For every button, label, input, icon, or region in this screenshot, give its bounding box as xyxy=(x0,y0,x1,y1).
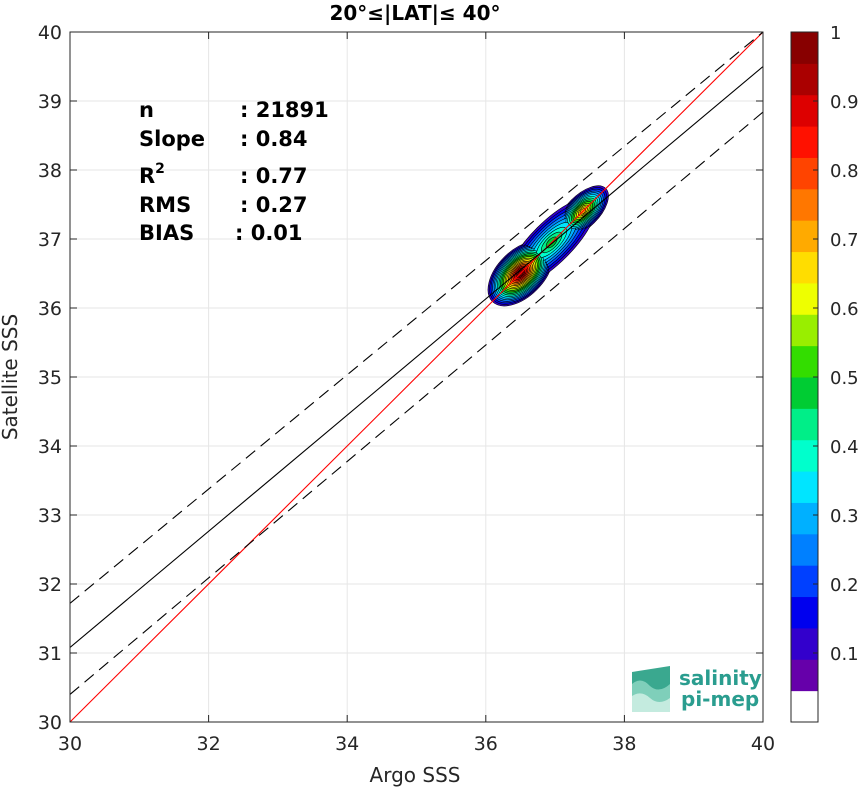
colorbar-segment xyxy=(791,690,818,723)
stat-value-rms: : 0.27 xyxy=(240,193,308,217)
colorbar-segment xyxy=(791,502,818,535)
stat-label-rms: RMS xyxy=(139,193,191,217)
colorbar xyxy=(791,32,818,723)
y-tick-label: 33 xyxy=(38,505,62,527)
colorbar-segment xyxy=(791,533,818,566)
colorbar-segment xyxy=(791,471,818,503)
colorbar-tick-label: 0.1 xyxy=(830,644,858,665)
colorbar-segment xyxy=(791,565,818,598)
y-tick-label: 31 xyxy=(38,643,62,665)
line-regression xyxy=(70,66,763,648)
y-tick-label: 35 xyxy=(38,367,62,389)
colorbar-segment xyxy=(791,596,818,629)
x-tick-label: 38 xyxy=(612,733,636,755)
colorbar-segment xyxy=(791,94,818,127)
x-tick-label: 32 xyxy=(197,733,221,755)
colorbar-segment xyxy=(791,188,818,221)
colorbar-segment xyxy=(791,63,818,96)
colorbar-segment xyxy=(791,377,818,409)
fit-lines xyxy=(70,32,763,722)
x-tick-label: 36 xyxy=(474,733,498,755)
stats-block: n : 21891 Slope : 0.84 R2 : 0.77 RMS : 0… xyxy=(139,98,329,245)
colorbar-ticks: 0.1 0.2 0.3 0.4 0.5 0.6 0.7 0.8 0.9 1 xyxy=(813,23,858,665)
stat-value-n: : 21891 xyxy=(240,98,329,122)
stat-label-r: R xyxy=(139,164,155,188)
colorbar-segment xyxy=(791,282,818,315)
colorbar-segment xyxy=(791,126,818,158)
colorbar-segment xyxy=(791,157,818,190)
y-tick-label: 38 xyxy=(38,160,62,182)
line-upper-bound xyxy=(70,32,763,604)
colorbar-segment xyxy=(791,627,818,660)
y-tick-label: 40 xyxy=(38,22,62,44)
colorbar-segment xyxy=(791,314,818,347)
chart-title: 20°≤|LAT|≤ 40° xyxy=(329,1,500,25)
colorbar-segment xyxy=(791,251,818,284)
y-tick-labels: 30 31 32 33 34 35 36 37 38 39 40 xyxy=(38,22,62,734)
colorbar-tick-label: 0.9 xyxy=(830,92,858,113)
colorbar-segment xyxy=(791,220,818,253)
salinity-pi-mep-logo: salinity pi-mep xyxy=(632,666,762,712)
logo-line2: pi-mep xyxy=(681,687,759,711)
colorbar-tick-label: 0.5 xyxy=(830,368,858,389)
colorbar-tick-label: 0.4 xyxy=(830,437,858,458)
logo-line1: salinity xyxy=(679,666,762,690)
colorbar-segment xyxy=(791,408,818,441)
x-tick-label: 30 xyxy=(58,733,82,755)
stat-label-bias: BIAS xyxy=(139,221,194,245)
colorbar-tick-label: 1 xyxy=(830,23,841,44)
y-tick-label: 30 xyxy=(38,712,62,734)
y-tick-label: 39 xyxy=(38,91,62,113)
colorbar-tick-label: 0.2 xyxy=(830,575,858,596)
axis-ticks xyxy=(69,31,764,723)
x-tick-label: 40 xyxy=(751,733,775,755)
colorbar-segment xyxy=(791,439,818,472)
colorbar-tick-label: 0.6 xyxy=(830,299,858,320)
colorbar-segment xyxy=(791,345,818,378)
logo-wave-icon-layer2 xyxy=(632,693,670,712)
stat-label-n: n xyxy=(139,98,154,122)
stat-value-slope: : 0.84 xyxy=(240,127,308,151)
y-axis-label: Satellite SSS xyxy=(0,314,22,440)
x-tick-labels: 30 32 34 36 38 40 xyxy=(58,733,775,755)
stat-value-r2: : 0.77 xyxy=(240,164,308,188)
x-tick-label: 34 xyxy=(335,733,359,755)
colorbar-segment xyxy=(791,32,818,64)
stat-label-r-sup: 2 xyxy=(155,161,165,177)
y-tick-label: 36 xyxy=(38,298,62,320)
colorbar-segment xyxy=(791,659,818,692)
x-axis-label: Argo SSS xyxy=(370,763,461,787)
y-tick-label: 34 xyxy=(38,436,62,458)
stat-label-r2: R2 xyxy=(139,161,165,188)
y-tick-label: 37 xyxy=(38,229,62,251)
grid xyxy=(69,31,764,723)
colorbar-tick-label: 0.7 xyxy=(830,230,858,251)
colorbar-tick-label: 0.8 xyxy=(830,161,858,182)
colorbar-tick-label: 0.3 xyxy=(830,506,858,527)
stat-value-bias: : 0.01 xyxy=(235,221,303,245)
stat-label-slope: Slope xyxy=(139,127,205,151)
y-tick-label: 32 xyxy=(38,574,62,596)
line-one-to-one xyxy=(70,32,763,722)
